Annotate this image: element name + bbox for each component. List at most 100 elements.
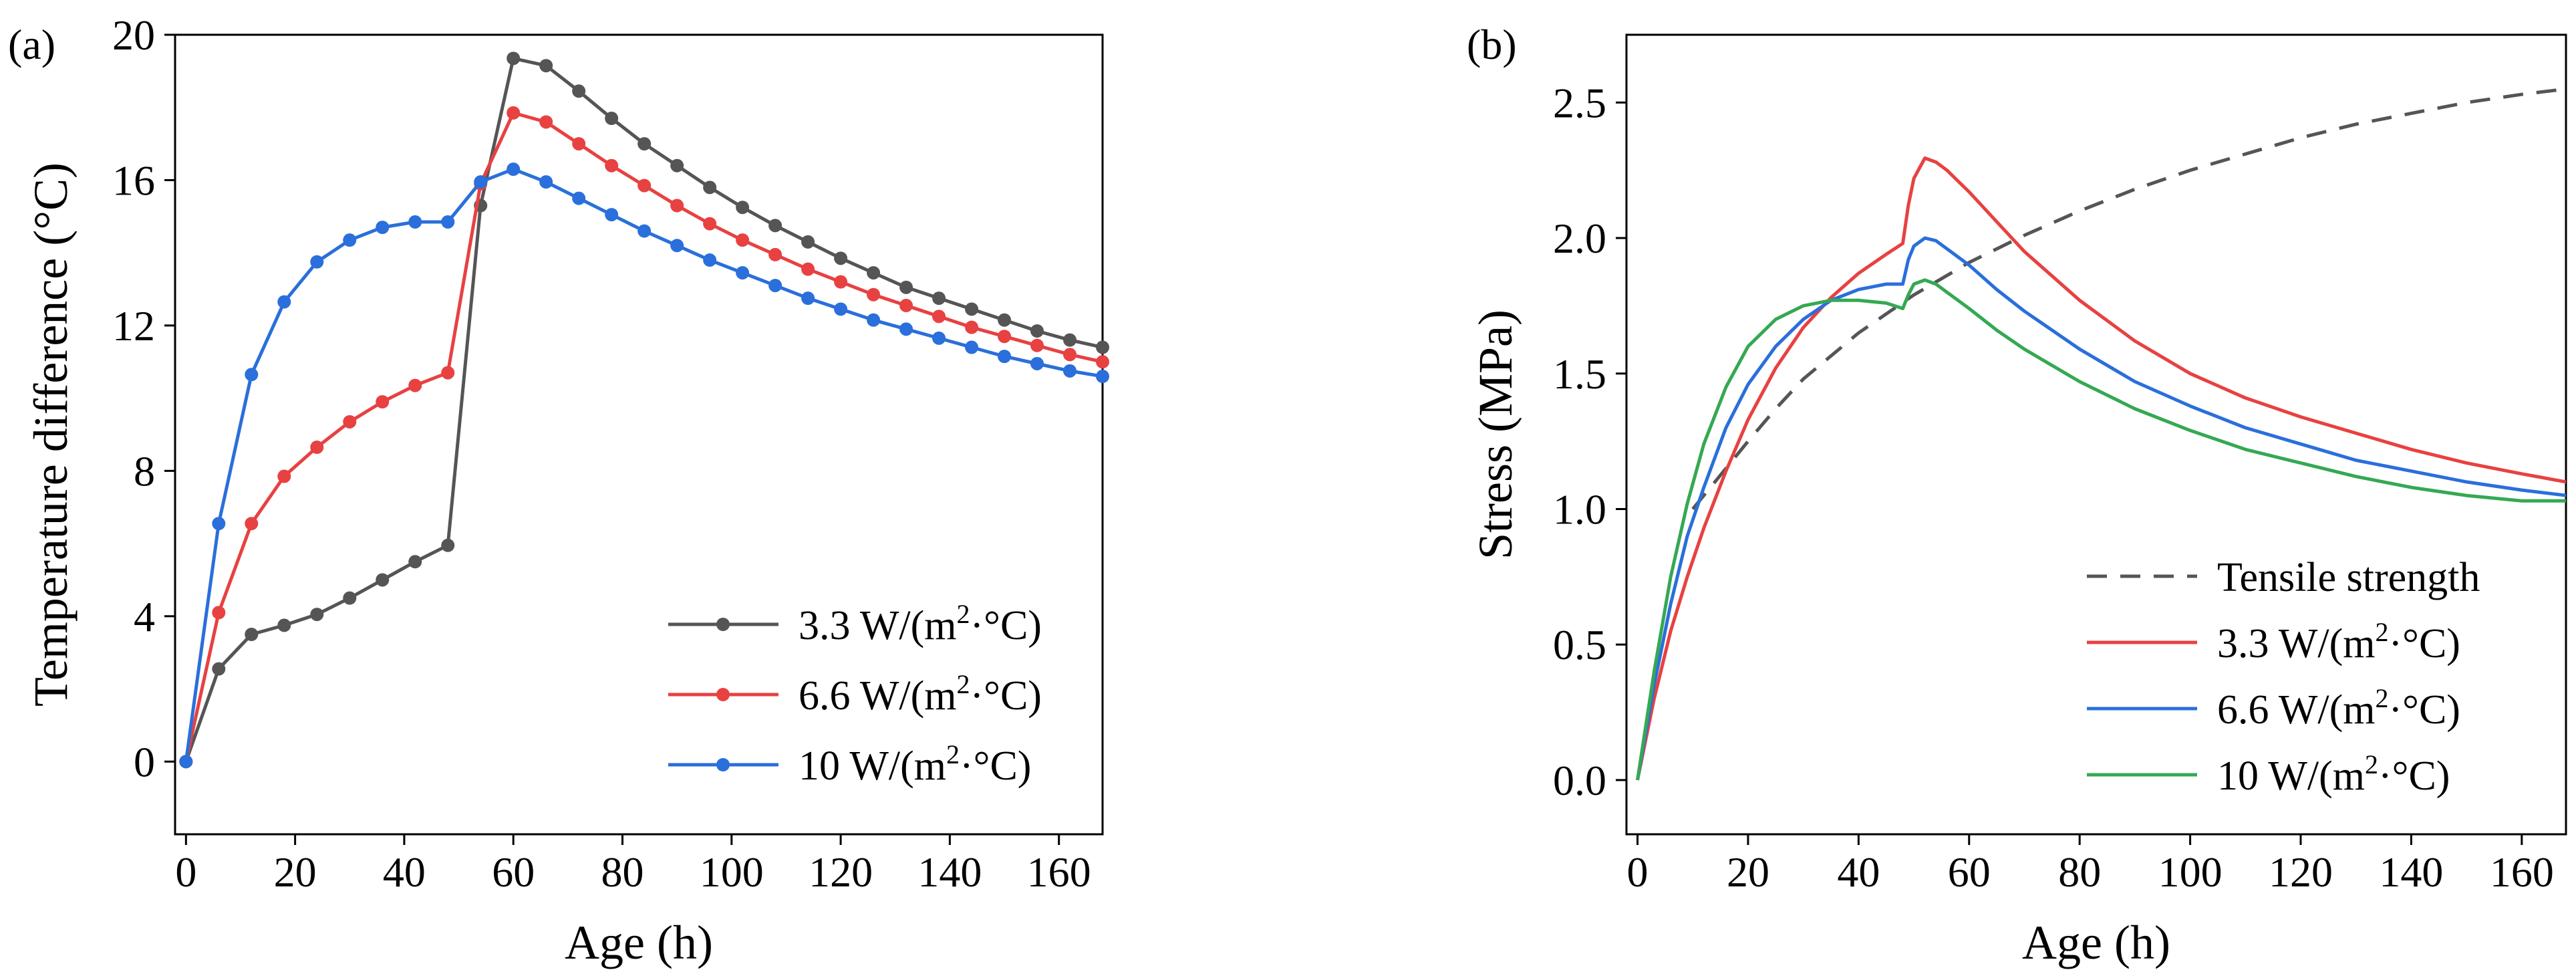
legend-marker-a-2 — [716, 758, 730, 771]
legend-label-b-2: 6.6 W/(m2·°C) — [2217, 683, 2460, 733]
data-point-a-1 — [1030, 338, 1044, 352]
data-point-a-1 — [539, 115, 553, 129]
x-tick-label-b: 40 — [1837, 848, 1880, 896]
legend-label-text: 6.6 W/(m — [799, 673, 957, 719]
data-point-a-0 — [998, 313, 1012, 327]
data-point-a-1 — [441, 366, 455, 380]
y-tick-label-b: 0.0 — [1553, 757, 1606, 804]
data-point-a-2 — [867, 313, 881, 327]
legend-label-text: ·°C) — [970, 603, 1042, 648]
data-point-a-1 — [1063, 348, 1077, 362]
data-point-a-1 — [670, 199, 684, 213]
legend-label-text: ·°C) — [970, 673, 1042, 719]
x-tick-label-b: 80 — [2058, 848, 2101, 896]
data-point-a-0 — [376, 573, 390, 587]
data-point-a-0 — [572, 84, 586, 98]
data-point-a-2 — [965, 340, 979, 354]
plot-frame-a — [174, 33, 1104, 836]
legend-label-superscript: 2 — [2376, 683, 2389, 713]
data-point-a-0 — [1030, 324, 1044, 338]
data-point-a-2 — [670, 239, 684, 253]
legend-label-superscript: 2 — [957, 669, 970, 699]
data-point-a-0 — [801, 235, 815, 249]
data-point-a-1 — [736, 233, 750, 247]
legend-label-text: ·°C) — [2378, 753, 2450, 799]
legend-label-text: Tensile strength — [2217, 555, 2480, 600]
y-tick-label-a: 20 — [112, 11, 155, 59]
data-point-a-1 — [277, 469, 291, 483]
data-point-a-2 — [998, 350, 1012, 364]
data-point-a-1 — [801, 262, 815, 276]
data-point-a-0 — [605, 112, 619, 126]
legend-label-superscript: 2 — [946, 739, 960, 769]
x-tick-label-a: 100 — [700, 848, 764, 896]
x-tick-label-a: 40 — [383, 848, 426, 896]
x-tick-label-b: 60 — [1948, 848, 1991, 896]
data-point-a-0 — [1096, 340, 1109, 354]
x-tick-label-b: 20 — [1727, 848, 1769, 896]
data-point-a-2 — [1063, 364, 1077, 378]
legend-label-a-0: 3.3 W/(m2·°C) — [799, 599, 1042, 648]
data-point-a-1 — [572, 137, 586, 151]
data-point-a-2 — [212, 517, 226, 531]
data-point-a-2 — [899, 322, 913, 336]
data-point-a-2 — [768, 279, 782, 293]
y-axis-title-b: Stress (MPa) — [1469, 310, 1522, 560]
y-tick-label-a: 0 — [134, 738, 155, 785]
x-tick-label-b: 140 — [2379, 848, 2443, 896]
x-tick-label-a: 20 — [274, 848, 317, 896]
data-point-a-2 — [1030, 356, 1044, 370]
data-point-a-1 — [899, 299, 913, 313]
data-point-a-1 — [376, 395, 390, 409]
y-tick-label-a: 4 — [134, 593, 155, 640]
data-point-a-2 — [834, 302, 848, 316]
data-point-a-2 — [408, 215, 422, 229]
legend-label-superscript: 2 — [2365, 749, 2378, 779]
y-axis-title-a: Temperature difference (°C) — [24, 162, 78, 707]
legend-label-superscript: 2 — [957, 599, 970, 629]
legend-marker-a-1 — [716, 688, 730, 701]
data-point-a-1 — [212, 606, 226, 620]
series-line-b-3 — [1636, 278, 2566, 781]
legend-label-a-1: 6.6 W/(m2·°C) — [799, 669, 1042, 719]
data-point-a-1 — [343, 414, 357, 428]
data-point-a-0 — [212, 662, 226, 676]
series-line-b-2 — [1636, 236, 2566, 781]
data-point-a-1 — [1096, 355, 1109, 369]
legend-label-b-1: 3.3 W/(m2·°C) — [2217, 617, 2460, 666]
data-point-a-0 — [965, 302, 979, 316]
plot-frame-b — [1625, 33, 2567, 836]
panel-a-temperature-difference: (a) 0 20 40 60 80 100 120 140 160 0 4 8 12 16 20 Age (h… — [8, 11, 1109, 969]
panel-b-label: (b) — [1467, 21, 1517, 68]
data-point-a-2 — [637, 224, 652, 238]
legend-label-text: 3.3 W/(m — [2217, 621, 2376, 666]
legend-label-a-2: 10 W/(m2·°C) — [799, 739, 1031, 789]
data-point-a-2 — [605, 208, 619, 222]
data-point-a-2 — [1096, 370, 1109, 384]
data-point-a-0 — [441, 538, 455, 552]
data-point-a-2 — [932, 331, 946, 345]
y-tick-label-b: 0.5 — [1553, 621, 1606, 668]
data-point-a-2 — [310, 255, 324, 269]
x-tick-label-a: 120 — [809, 848, 873, 896]
x-tick-label-b: 0 — [1627, 848, 1649, 896]
y-tick-label-a: 8 — [134, 447, 155, 495]
panel-a-label: (a) — [8, 21, 55, 68]
data-point-a-2 — [441, 215, 455, 229]
series-line-b-0 — [1691, 87, 2566, 511]
x-tick-label-a: 80 — [601, 848, 644, 896]
x-tick-label-b: 100 — [2158, 848, 2223, 896]
data-point-a-1 — [834, 275, 848, 289]
data-point-a-1 — [703, 217, 717, 231]
data-point-a-0 — [637, 137, 652, 151]
data-point-a-0 — [507, 51, 521, 66]
legend-label-text: 10 W/(m — [799, 743, 946, 789]
data-point-a-1 — [605, 158, 619, 172]
data-point-a-1 — [867, 287, 881, 301]
data-point-a-0 — [703, 180, 717, 195]
series-line-b-1 — [1636, 156, 2566, 781]
data-point-a-2 — [801, 291, 815, 305]
legend-label-text: ·°C) — [2389, 621, 2460, 666]
data-point-a-2 — [376, 221, 390, 235]
